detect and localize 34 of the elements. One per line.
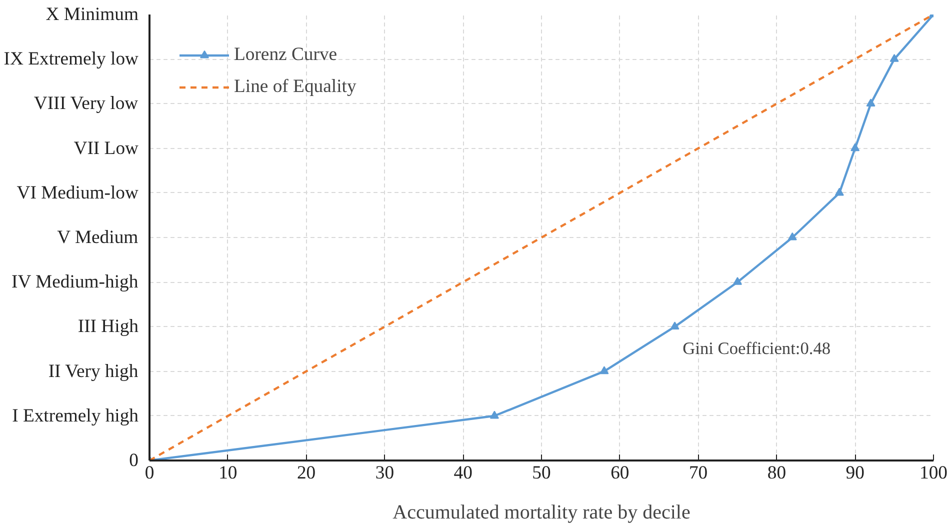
point <box>866 98 876 107</box>
x-tick-label: 0 <box>144 462 154 484</box>
x-tick-label: 60 <box>610 462 630 484</box>
x-tick-label: 30 <box>375 462 394 484</box>
point <box>834 188 844 196</box>
category-label: III High <box>78 316 139 338</box>
point <box>890 54 899 62</box>
legend-label: Lorenz Curve <box>234 44 338 66</box>
category-label: V Medium <box>57 227 138 248</box>
x-tick-label: 100 <box>920 462 948 484</box>
category-label: X Minimum <box>46 4 139 25</box>
point <box>788 232 797 240</box>
category-label: II Very high <box>48 360 138 382</box>
x-axis-title: Accumulated mortality rate by decile <box>392 502 690 524</box>
point <box>600 366 609 374</box>
point <box>670 322 680 330</box>
x-tick-label: 10 <box>218 462 238 484</box>
category-label: VI Medium-low <box>16 182 139 204</box>
legend-label: Line of Equality <box>234 76 356 98</box>
point <box>850 143 860 152</box>
x-tick-label: 40 <box>454 462 472 484</box>
category-label: VIII Very low <box>34 93 138 114</box>
x-tick-label: 70 <box>688 462 708 484</box>
category-label: IV Medium-high <box>12 272 138 293</box>
category-label: I Extremely high <box>12 405 139 426</box>
category-label: VII Low <box>74 138 139 159</box>
x-tick-label: 50 <box>532 462 551 484</box>
x-tick-label: 20 <box>296 462 316 484</box>
annotation: Gini Coefficient:0.48 <box>682 338 831 358</box>
x-tick-label: 90 <box>846 462 864 484</box>
point <box>490 410 499 419</box>
category-label: IX Extremely low <box>4 48 138 70</box>
x-tick-label: 80 <box>767 462 786 484</box>
point <box>733 276 742 285</box>
